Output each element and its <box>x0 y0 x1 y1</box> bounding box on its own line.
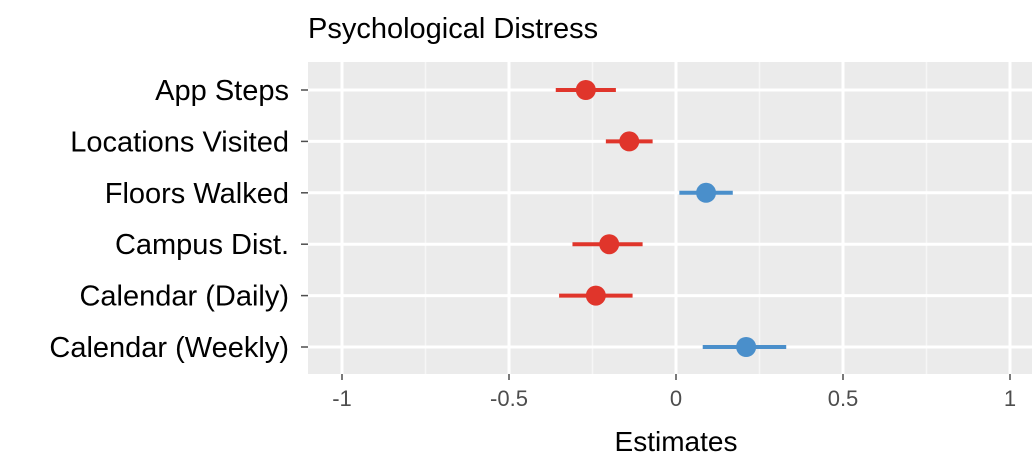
data-marks <box>555 80 787 357</box>
y-axis: App Steps Locations Visited Floors Walked C… <box>49 75 308 364</box>
x-axis-label: Estimates <box>615 426 738 457</box>
y-tick-label: Calendar (Weekly) <box>49 332 289 364</box>
x-tick-label: -1 <box>332 386 352 411</box>
estimate-point <box>585 285 606 306</box>
x-tick-label: 0.5 <box>828 386 859 411</box>
y-tick-label: Locations Visited <box>70 126 289 158</box>
y-tick-label: App Steps <box>155 75 289 107</box>
estimate-point <box>619 131 640 152</box>
estimate-point <box>599 234 620 255</box>
plot-panel <box>308 62 1032 374</box>
chart-title: Psychological Distress <box>308 13 598 45</box>
estimate-point <box>696 182 717 203</box>
estimate-point <box>575 80 596 100</box>
x-tick-label: -0.5 <box>490 386 528 411</box>
y-tick-label: Floors Walked <box>105 178 289 210</box>
y-tick-label: Calendar (Daily) <box>79 281 289 313</box>
x-tick-label: 1 <box>1004 386 1016 411</box>
gridlines <box>308 62 1032 374</box>
x-tick-label: 0 <box>670 386 682 411</box>
estimate-point <box>736 337 757 357</box>
x-axis: -1 -0.5 0 0.5 1 <box>332 374 1016 411</box>
y-tick-label: Campus Dist. <box>115 229 289 261</box>
